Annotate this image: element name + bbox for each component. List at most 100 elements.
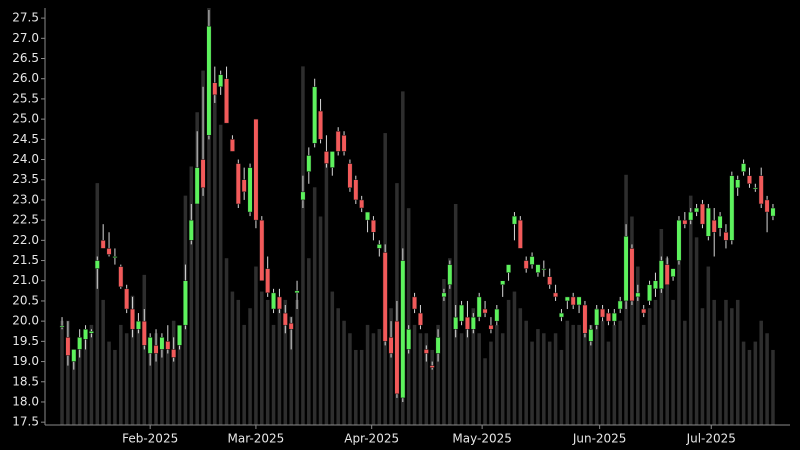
candle-body (312, 86, 318, 144)
volume-bar (500, 333, 505, 425)
candle-body (259, 219, 265, 281)
volume-bar (606, 341, 611, 425)
volume-bar (230, 291, 235, 425)
candle-body (412, 296, 418, 310)
candle-body (611, 312, 617, 322)
candle-body (711, 219, 717, 233)
candle-body (629, 248, 635, 302)
candle-body (423, 349, 429, 354)
candle-body (147, 337, 153, 354)
y-tick-label: 19.0 (12, 354, 39, 368)
candle-body (699, 203, 705, 225)
volume-bar (765, 333, 769, 425)
volume-bar (265, 299, 270, 425)
volume-bar (489, 341, 493, 425)
candle-body (482, 308, 488, 314)
y-tick-label: 22.0 (12, 233, 39, 247)
y-tick-label: 18.5 (12, 374, 39, 388)
volume-bar (289, 316, 293, 425)
volume-bar (747, 349, 752, 425)
volume-bar (171, 320, 176, 425)
candle-body (347, 163, 353, 189)
candle-body (141, 320, 147, 346)
candle-body (429, 365, 435, 368)
volume-bar (671, 299, 675, 425)
volume-bar (354, 349, 358, 425)
candle-body (88, 331, 94, 334)
candle-body (253, 118, 259, 221)
candle-body (441, 292, 447, 298)
x-tick-label: Jul-2025 (686, 432, 736, 446)
volume-bar (218, 124, 223, 425)
volume-bar (665, 258, 669, 425)
candle-body (406, 328, 412, 350)
candle-body (135, 320, 141, 330)
volume-bar (577, 324, 581, 425)
candle-body (494, 308, 500, 322)
candle-body (265, 268, 271, 294)
volume-bar (442, 279, 446, 425)
volume-bar (277, 308, 282, 425)
candle-body (470, 316, 476, 330)
candle-body (553, 292, 559, 298)
volume-bar (730, 308, 734, 425)
y-tick-label: 22.5 (12, 213, 39, 227)
volume-bar (72, 349, 76, 425)
candle-body (770, 207, 776, 217)
x-tick-label: Apr-2025 (344, 432, 399, 446)
volume-bar (342, 320, 346, 425)
volume-bar (735, 299, 740, 425)
volume-bar (683, 320, 687, 425)
volume-bar (95, 183, 100, 425)
candle-body (547, 276, 553, 286)
candle-body (688, 211, 694, 221)
candle-body (588, 328, 594, 342)
candle-body (341, 135, 347, 152)
candle-body (229, 139, 235, 152)
candle-body (400, 260, 406, 399)
volume-bar (571, 324, 575, 425)
volume-bar (271, 324, 276, 425)
candle-body (318, 110, 324, 140)
volume-bar (195, 112, 199, 425)
candle-body (65, 337, 71, 356)
candle-body (71, 349, 77, 362)
candle-body (459, 304, 465, 322)
volume-bar (600, 320, 605, 425)
volume-bar (477, 333, 481, 425)
candle-body (541, 268, 547, 271)
volume-bar (448, 258, 452, 425)
volume-bar (254, 266, 258, 425)
candle-body (106, 248, 112, 255)
candle-body (353, 179, 359, 201)
y-tick-label: 27.5 (12, 11, 39, 25)
y-tick-label: 23.0 (12, 192, 39, 206)
volume-bar (307, 258, 311, 425)
volume-bar (530, 341, 534, 425)
candle-body (294, 290, 300, 294)
candle-body (359, 199, 365, 209)
volume-bar (430, 349, 434, 425)
candle-body (124, 288, 130, 310)
volume-bar (130, 295, 135, 425)
volume-bar (718, 320, 722, 425)
y-tick-label: 18.0 (12, 394, 39, 408)
y-tick-label: 21.5 (12, 253, 39, 267)
y-tick-label: 26.5 (12, 51, 39, 65)
candle-body (435, 337, 441, 354)
volume-bar (148, 341, 152, 425)
volume-bar (706, 266, 711, 425)
volume-bar (248, 308, 252, 425)
candle-body (188, 219, 194, 241)
volume-bar (295, 299, 299, 425)
candle-body (558, 312, 564, 318)
volume-bar (459, 333, 464, 425)
candle-body (271, 292, 277, 310)
candle-body (488, 324, 494, 330)
candle-body (165, 341, 171, 350)
volume-bar (371, 333, 376, 425)
candle-body (506, 264, 512, 273)
x-tick-label: Feb-2025 (122, 432, 178, 446)
volume-bar (589, 324, 593, 425)
